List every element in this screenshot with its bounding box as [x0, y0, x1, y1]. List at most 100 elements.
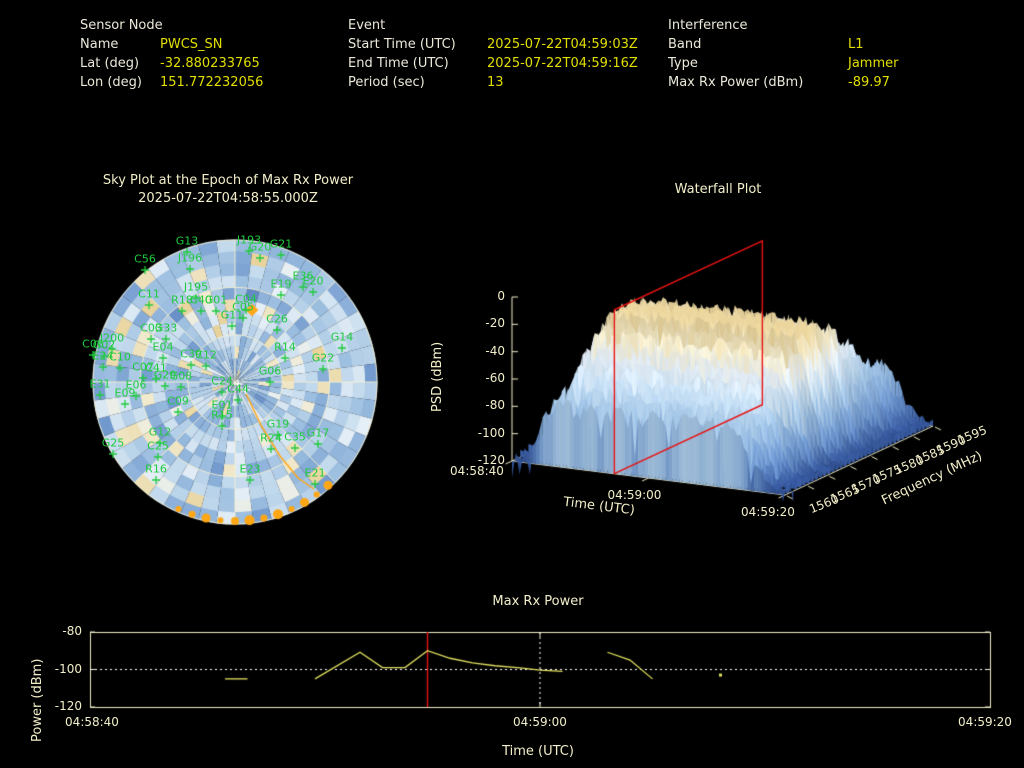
satellite-label: E06: [125, 378, 147, 392]
power-x-tick-label: 04:59:20: [958, 715, 1012, 729]
power-x-axis-label: Time (UTC): [502, 744, 574, 759]
event-start-label: Start Time (UTC): [348, 37, 456, 52]
satellite-label: E04: [152, 340, 174, 354]
satellite-label: J200: [99, 331, 125, 345]
satellite-label: G20: [248, 240, 272, 254]
satellite-label: J193: [236, 233, 262, 247]
event-section: Event Start Time (UTC) 2025-07-22T04:59:0…: [348, 16, 638, 92]
event-end-label: End Time (UTC): [348, 56, 449, 71]
interference-maxpower-value: -89.97: [848, 75, 890, 90]
satellite-label: G17: [306, 426, 330, 440]
satellite-label: C12: [195, 348, 217, 362]
satellite-label: E36: [292, 269, 314, 283]
interference-title: Interference: [668, 18, 748, 33]
psd-tick-label: -80: [485, 398, 505, 413]
sensor-node-section: Sensor Node Name PWCS_SN Lat (deg) -32.880…: [80, 16, 263, 92]
satellite-label: R14: [274, 340, 296, 354]
satellite-label: G14: [330, 330, 354, 344]
sensor-lon-value: 151.772232056: [160, 75, 264, 90]
sensor-lon-label: Lon (deg): [80, 75, 142, 90]
power-y-tick-label: -100: [54, 661, 82, 676]
satellite-label: R15: [211, 408, 233, 422]
waterfall-psd-axis-label: PSD (dBm): [430, 341, 445, 412]
waterfall-time-tick-label: 04:59:20: [741, 505, 795, 519]
interference-type-value: Jammer: [848, 56, 899, 71]
psd-tick-label: -60: [485, 371, 505, 385]
waterfall-canvas: [425, 215, 1024, 525]
satellite-label: R24: [260, 431, 282, 445]
interference-section: Interference Band L1 Type Jammer Max Rx Po…: [668, 16, 898, 92]
satellite-label: C39: [180, 347, 202, 361]
event-period-label: Period (sec): [348, 75, 425, 90]
interference-maxpower-label: Max Rx Power (dBm): [668, 75, 804, 90]
satellite-label: G29: [153, 368, 177, 382]
interference-type-label: Type: [668, 56, 698, 71]
psd-tick-label: -100: [477, 425, 505, 440]
power-x-tick-label: 04:58:40: [65, 715, 119, 729]
waterfall-title: Waterfall Plot: [674, 182, 762, 197]
satellite-label: C25: [147, 439, 169, 453]
satellite-label: G25: [101, 436, 125, 450]
satellite-label: G22: [311, 351, 335, 365]
satellite-label: E21: [304, 466, 326, 480]
interference-band-label: Band: [668, 37, 702, 52]
satellite-label: G33: [154, 321, 178, 335]
waterfall-time-tick-label: 04:59:00: [607, 488, 662, 502]
satellite-label: E09: [114, 386, 136, 400]
power-x-tick-label: 04:59:00: [513, 715, 567, 729]
satellite-label: G12: [148, 425, 172, 439]
sensor-name-value: PWCS_SN: [160, 37, 223, 52]
satellite-label: J195: [183, 280, 209, 294]
satellite-label: C40: [190, 293, 212, 307]
satellite-label: E23: [239, 462, 261, 476]
satellite-label: J196: [177, 251, 203, 265]
satellite-label: C04: [235, 292, 257, 306]
satellite-label: G06: [258, 364, 282, 378]
satellite-label: C11: [138, 287, 160, 301]
satellite-label: G13: [175, 234, 199, 248]
satellite-label: G21: [269, 237, 293, 251]
sensor-lat-label: Lat (deg): [80, 56, 140, 71]
sky-plot-title: Sky Plot at the Epoch of Max Rx Power: [102, 173, 354, 188]
psd-tick-label: -40: [485, 343, 505, 358]
satellite-label: G11: [220, 308, 244, 322]
sensor-lat-value: -32.880233765: [160, 56, 260, 71]
satellite-label: C26: [266, 312, 288, 326]
event-title: Event: [348, 18, 386, 33]
psd-tick-label: -120: [477, 453, 505, 467]
satellite-label: C03: [140, 321, 162, 335]
satellite-label: E20: [302, 274, 324, 288]
satellite-label: E01: [211, 398, 233, 412]
satellite-label: C06: [82, 337, 104, 351]
satellite-label: E31: [89, 377, 111, 391]
waterfall-time-tick-label: 04:58:40: [450, 464, 504, 478]
sensor-node-title: Sensor Node: [80, 18, 163, 33]
satellite-label: G08: [169, 369, 193, 383]
satellite-label: E19: [270, 277, 292, 291]
satellite-label: G01: [204, 293, 228, 307]
satellite-label: G02: [92, 338, 116, 352]
satellite-label: E24: [92, 349, 114, 363]
satellite-label: R16: [145, 462, 167, 476]
satellite-label: C05: [232, 300, 254, 314]
satellite-label: C10: [109, 350, 131, 364]
satellite-label: C09: [167, 394, 189, 408]
sky-plot-canvas: [55, 220, 415, 540]
event-end-value: 2025-07-22T04:59:16Z: [487, 56, 638, 71]
satellite-label: C44: [227, 382, 249, 396]
satellite-label: C07: [132, 360, 154, 374]
psd-tick-label: -20: [485, 316, 505, 331]
psd-tick-label: 0: [497, 289, 505, 303]
satellite-label: C56: [134, 252, 156, 266]
power-plot-canvas: [0, 590, 1024, 768]
satellite-label: C35: [284, 430, 306, 444]
sensor-name-label: Name: [80, 37, 119, 52]
event-start-value: 2025-07-22T04:59:03Z: [487, 37, 638, 52]
satellite-label: C41: [145, 361, 167, 375]
satellite-label: G19: [266, 417, 290, 431]
power-y-tick-label: -120: [54, 699, 82, 713]
sky-plot-subtitle: 2025-07-22T04:58:55.000Z: [138, 191, 318, 206]
satellite-label: C24: [211, 374, 233, 388]
event-period-value: 13: [487, 75, 504, 90]
